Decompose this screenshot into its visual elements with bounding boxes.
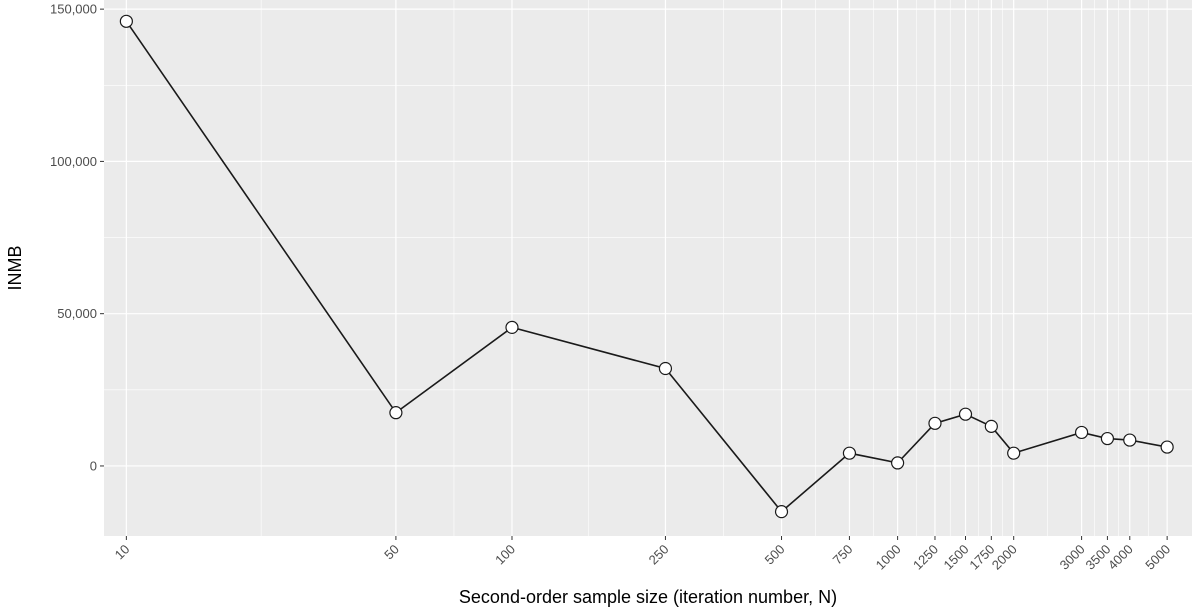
data-point [1074, 425, 1089, 440]
x-tick-label: 2000 [989, 542, 1020, 573]
series-points [119, 14, 1174, 519]
x-tick-label: 50 [381, 542, 402, 563]
minor-gridlines [104, 0, 1192, 536]
data-point [774, 505, 789, 519]
y-axis-ticks: 0 50,000 100,000 150,000 [50, 2, 104, 473]
x-tick-label: 750 [830, 542, 856, 568]
data-point [505, 320, 519, 334]
x-tick-label: 3000 [1057, 542, 1088, 573]
x-tick-label: 10 [112, 542, 133, 563]
major-gridlines [104, 0, 1192, 536]
y-tick-label: 150,000 [50, 2, 97, 17]
x-axis-title: Second-order sample size (iteration numb… [459, 587, 837, 607]
data-point [389, 406, 403, 420]
plot-panel [104, 0, 1192, 536]
y-tick-label: 100,000 [50, 154, 97, 169]
x-tick-label: 500 [762, 542, 788, 568]
data-point [928, 416, 942, 430]
data-point [1123, 433, 1137, 447]
x-tick-label: 1000 [873, 542, 904, 573]
x-tick-label: 4000 [1105, 542, 1136, 573]
y-tick-label: 50,000 [57, 306, 97, 321]
data-point [119, 14, 133, 28]
x-tick-label: 250 [646, 542, 672, 568]
data-point [891, 456, 905, 470]
x-tick-label: 100 [492, 542, 518, 568]
data-point [958, 407, 973, 421]
y-axis-title: INMB [5, 246, 25, 291]
data-point [1160, 440, 1174, 454]
y-tick-label: 0 [90, 458, 97, 473]
data-point [1007, 446, 1021, 460]
x-tick-label: 1500 [941, 542, 972, 573]
data-point [658, 361, 673, 376]
data-point [984, 419, 998, 433]
x-tick-label: 5000 [1142, 542, 1173, 573]
data-point [842, 446, 857, 460]
x-tick-label: 1250 [910, 542, 941, 573]
data-point [1100, 431, 1115, 446]
